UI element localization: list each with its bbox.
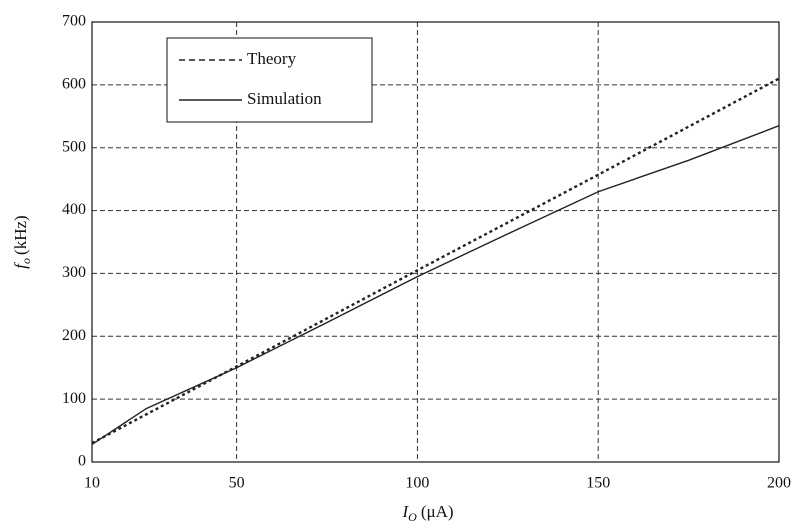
x-tick-label: 10 (84, 475, 100, 492)
series-line (92, 79, 779, 444)
y-tick-label: 300 (62, 264, 86, 281)
legend-label: Simulation (247, 89, 322, 108)
x-tick-label: 100 (405, 475, 429, 492)
x-tick-label: 150 (586, 475, 610, 492)
x-axis-label: IO(μA) (401, 502, 453, 524)
y-tick-label: 400 (62, 201, 86, 218)
series-line (92, 126, 779, 445)
x-tick-label: 200 (767, 475, 791, 492)
y-label-subscript: o (19, 258, 33, 264)
y-tick-label: 500 (62, 138, 86, 155)
legend-label: Theory (247, 49, 297, 68)
y-tick-label: 100 (62, 390, 86, 407)
x-label-unit: (μA) (421, 502, 454, 521)
y-tick-label: 600 (62, 76, 86, 93)
chart: IO(μA) fo(kHz) 0100200300400500600700105… (0, 0, 797, 528)
x-tick-label: 50 (229, 475, 245, 492)
y-tick-label: 200 (62, 327, 86, 344)
y-tick-label: 700 (62, 13, 86, 30)
x-label-subscript: O (408, 510, 417, 524)
y-tick-label: 0 (78, 453, 86, 470)
y-axis-label: fo(kHz) (11, 215, 33, 268)
y-label-unit: (kHz) (11, 215, 30, 255)
